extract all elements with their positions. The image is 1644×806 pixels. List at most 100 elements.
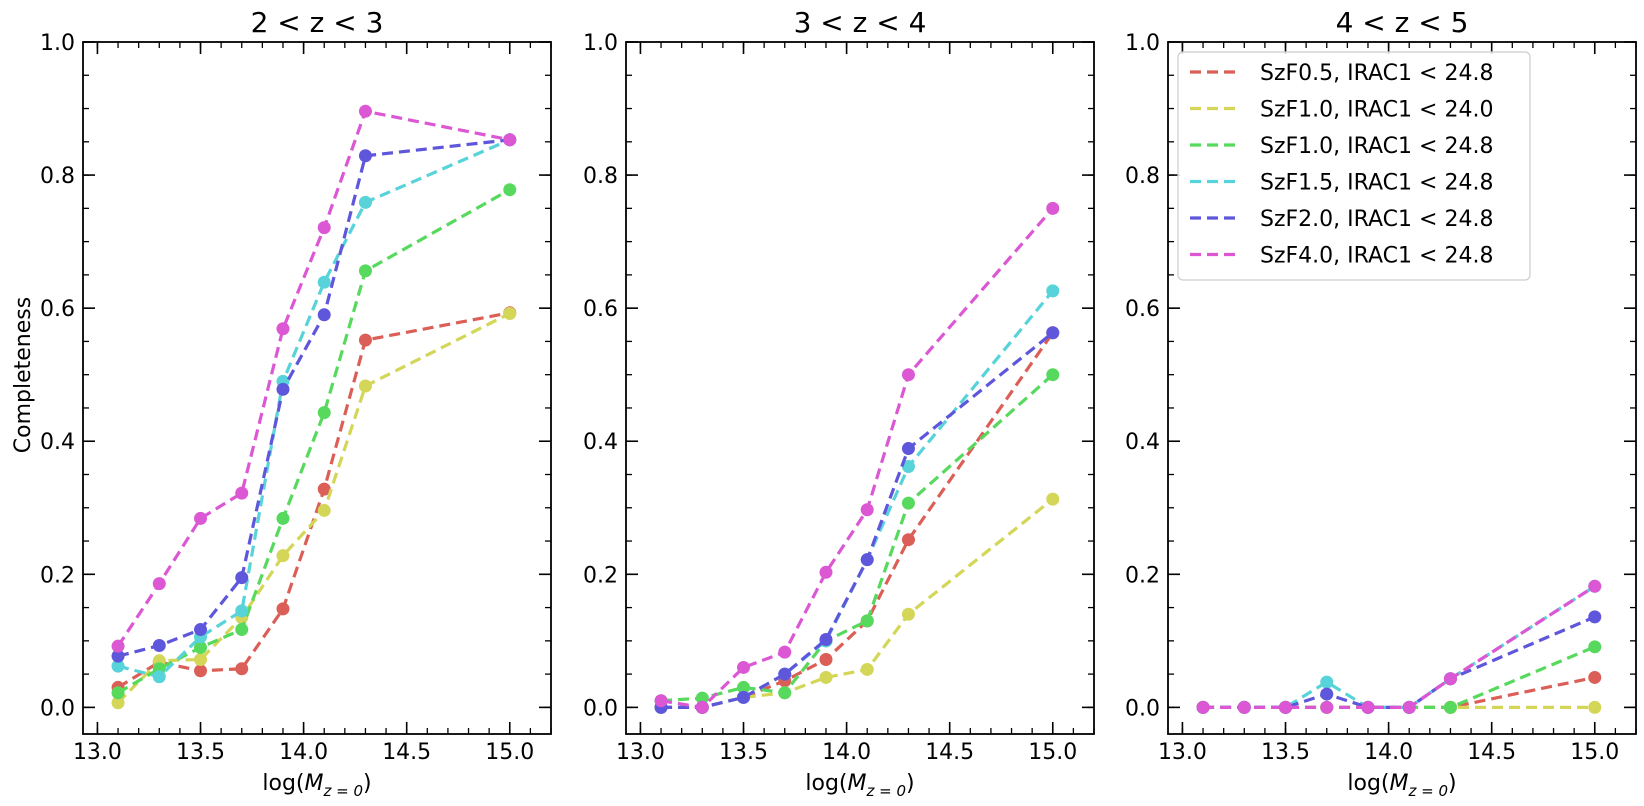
y-tick-label: 1.0 bbox=[40, 31, 75, 56]
data-point bbox=[194, 511, 208, 525]
y-tick-label: 0.2 bbox=[40, 563, 75, 588]
data-point bbox=[358, 149, 372, 163]
data-point bbox=[1588, 670, 1602, 684]
data-point bbox=[695, 700, 709, 714]
legend-label: SzF4.0, IRAC1 < 24.8 bbox=[1260, 244, 1493, 269]
data-point bbox=[235, 662, 249, 676]
data-point bbox=[1046, 201, 1060, 215]
series-line bbox=[116, 312, 511, 704]
data-point bbox=[276, 549, 290, 563]
series-line bbox=[117, 188, 511, 695]
x-tick-label: 14.0 bbox=[822, 740, 871, 765]
series-line bbox=[661, 331, 1055, 709]
data-point bbox=[194, 664, 208, 678]
data-point bbox=[819, 633, 833, 647]
x-tick-label: 13.0 bbox=[616, 740, 665, 765]
data-point bbox=[194, 623, 208, 637]
data-point bbox=[152, 577, 166, 591]
data-point bbox=[235, 571, 249, 585]
data-point bbox=[503, 183, 517, 197]
y-tick-label: 0.4 bbox=[583, 430, 618, 455]
series-line bbox=[1203, 584, 1596, 709]
y-tick-label: 0.2 bbox=[583, 563, 618, 588]
data-point bbox=[358, 333, 372, 347]
series-line bbox=[1203, 584, 1596, 709]
data-point bbox=[152, 639, 166, 653]
series-line bbox=[117, 311, 511, 689]
y-axis-label: Completeness bbox=[11, 297, 36, 453]
x-tick-label: 13.0 bbox=[73, 740, 122, 765]
data-point bbox=[358, 195, 372, 209]
x-tick-label: 14.5 bbox=[925, 740, 974, 765]
panel-title: 3 < z < 4 bbox=[794, 6, 927, 39]
data-point bbox=[503, 133, 517, 147]
x-tick-label: 13.5 bbox=[176, 740, 225, 765]
data-point bbox=[194, 652, 208, 666]
data-point bbox=[276, 511, 290, 525]
legend-box bbox=[1177, 51, 1531, 281]
data-point bbox=[1443, 700, 1457, 714]
data-point bbox=[901, 496, 915, 510]
x-tick-label: 14.0 bbox=[279, 740, 328, 765]
x-tick-label: 15.0 bbox=[1570, 740, 1619, 765]
data-point bbox=[503, 306, 517, 320]
y-tick-label: 0.2 bbox=[1125, 563, 1160, 588]
series-line bbox=[661, 497, 1054, 709]
panel-3: 4 < z < 5 13.0 13.5 14.0 14.5 15.0 0.0 0.2 0.4 0.… bbox=[1125, 6, 1637, 800]
data-point bbox=[1320, 687, 1334, 701]
data-point bbox=[235, 623, 249, 637]
data-point bbox=[1320, 675, 1334, 689]
y-tick-label: 0.4 bbox=[40, 430, 75, 455]
x-tick-label: 14.5 bbox=[1467, 740, 1516, 765]
series-line bbox=[661, 289, 1055, 709]
data-point bbox=[358, 104, 372, 118]
x-tick-label: 13.5 bbox=[719, 740, 768, 765]
data-point bbox=[901, 368, 915, 382]
series-line bbox=[117, 138, 511, 679]
data-point bbox=[819, 565, 833, 579]
data-point bbox=[860, 503, 874, 517]
data-point bbox=[778, 667, 792, 681]
series-line bbox=[117, 138, 510, 658]
data-point bbox=[1046, 368, 1060, 382]
y-tick-label: 0.8 bbox=[40, 164, 75, 189]
data-point bbox=[819, 670, 833, 684]
axes-frame bbox=[82, 41, 552, 735]
data-point bbox=[1320, 700, 1334, 714]
axes-frame bbox=[625, 41, 1095, 735]
data-point bbox=[235, 486, 249, 500]
data-point bbox=[111, 649, 125, 663]
data-point bbox=[1402, 700, 1416, 714]
data-point bbox=[737, 690, 751, 704]
data-point bbox=[1443, 672, 1457, 686]
panel-2: 3 < z < 4 13.0 13.5 14.0 14.5 15.0 0.0 0.2 0.4 0.… bbox=[583, 6, 1095, 800]
data-point bbox=[778, 645, 792, 659]
data-point bbox=[819, 652, 833, 666]
data-point bbox=[317, 221, 331, 235]
x-tick-label: 15.0 bbox=[485, 740, 534, 765]
legend-label: SzF0.5, IRAC1 < 24.8 bbox=[1260, 61, 1493, 86]
series-line bbox=[1203, 645, 1596, 709]
legend-label: SzF1.0, IRAC1 < 24.0 bbox=[1260, 98, 1493, 123]
data-point bbox=[317, 482, 331, 496]
legend-label: SzF1.5, IRAC1 < 24.8 bbox=[1260, 171, 1493, 196]
legend-label: SzF1.0, IRAC1 < 24.8 bbox=[1260, 134, 1493, 159]
data-point bbox=[276, 602, 290, 616]
series-line bbox=[661, 331, 1054, 709]
data-point bbox=[1237, 700, 1251, 714]
panel-title: 4 < z < 5 bbox=[1336, 6, 1469, 39]
series-line bbox=[1203, 615, 1596, 709]
x-tick-label: 13.5 bbox=[1261, 740, 1310, 765]
data-point bbox=[1046, 284, 1060, 298]
series-line bbox=[660, 373, 1054, 703]
x-axis-label: log(Mz = 0) bbox=[1347, 771, 1456, 800]
data-point bbox=[317, 406, 331, 420]
y-tick-label: 0.0 bbox=[1125, 696, 1160, 721]
legend: SzF0.5, IRAC1 < 24.8 SzF1.0, IRAC1 < 24.0… bbox=[1177, 51, 1531, 281]
series-line bbox=[1203, 675, 1596, 709]
y-tick-label: 1.0 bbox=[1125, 31, 1160, 56]
series-line bbox=[660, 207, 1054, 709]
data-point bbox=[1361, 700, 1375, 714]
data-point bbox=[1588, 640, 1602, 654]
data-point bbox=[111, 659, 125, 673]
